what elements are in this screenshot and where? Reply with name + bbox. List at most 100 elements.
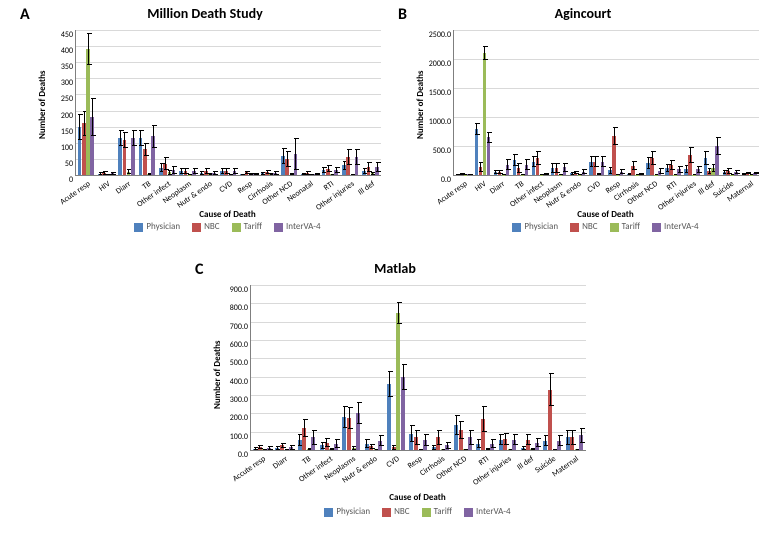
errorbar — [679, 166, 680, 173]
errorbar — [581, 428, 582, 443]
errorbar — [545, 435, 546, 446]
errorbar — [124, 132, 125, 148]
errorbar — [728, 168, 729, 174]
y-tick: 200 — [61, 111, 73, 121]
errorbar — [660, 168, 661, 174]
y-tick: 0.0 — [441, 175, 451, 185]
errorbar — [559, 435, 560, 446]
errorbar — [572, 430, 573, 445]
y-tick: 0.0 — [238, 450, 248, 460]
errorbar — [537, 438, 538, 447]
errorbar — [610, 167, 611, 174]
errorbar — [230, 174, 231, 175]
errorbar — [648, 157, 649, 169]
errorbar — [287, 151, 288, 167]
errorbar — [344, 161, 345, 171]
errorbar — [255, 173, 256, 175]
errorbar — [470, 430, 471, 445]
errorbar — [640, 173, 641, 175]
y-tick: 2500.0 — [429, 30, 451, 40]
y-tick: 350 — [61, 62, 73, 72]
errorbar — [364, 168, 365, 174]
bar-tariff — [396, 313, 400, 451]
category-label: Diarr — [114, 179, 133, 196]
errorbar — [514, 154, 515, 166]
errorbar — [492, 439, 493, 448]
errorbar — [747, 172, 748, 174]
category-label: CVD — [385, 454, 402, 470]
errorbar — [79, 114, 80, 140]
legend-swatch — [610, 223, 619, 232]
errorbar — [356, 149, 357, 165]
legend-item: Physician — [512, 221, 558, 232]
errorbar — [550, 373, 551, 406]
errorbar — [755, 172, 756, 174]
errorbar — [488, 132, 489, 144]
errorbar — [206, 168, 207, 174]
errorbar — [336, 439, 337, 448]
errorbar — [140, 130, 141, 146]
errorbar — [694, 174, 695, 175]
errorbar — [250, 173, 251, 174]
errorbar — [523, 446, 524, 450]
y-tick: 500.0 — [230, 358, 248, 368]
errorbar — [403, 364, 404, 390]
x-axis-label: Cause of Death — [453, 209, 758, 220]
errorbar — [621, 169, 622, 174]
errorbar — [316, 173, 317, 175]
errorbar — [514, 434, 515, 445]
errorbar — [246, 171, 247, 175]
errorbar — [112, 172, 113, 175]
errorbar — [554, 449, 555, 450]
errorbar — [438, 430, 439, 445]
errorbar — [420, 449, 421, 450]
legend-swatch — [192, 223, 201, 232]
legend-swatch — [274, 223, 283, 232]
errorbar — [201, 171, 202, 175]
legend-swatch — [232, 223, 241, 232]
errorbar — [480, 162, 481, 171]
errorbar — [556, 163, 557, 172]
errorbar — [389, 371, 390, 397]
legend-swatch — [652, 223, 661, 232]
chart-title: Matlab — [195, 260, 595, 277]
errorbar — [393, 445, 394, 451]
errorbar — [255, 447, 256, 450]
errorbar — [656, 174, 657, 175]
errorbar — [153, 125, 154, 148]
errorbar — [332, 174, 333, 175]
plot-area: Accute respDiarrTBOther infectNeoplasmsN… — [250, 285, 586, 451]
errorbar — [675, 174, 676, 175]
category-label: Acute resp — [58, 179, 92, 207]
category-label: Other injuries — [314, 179, 356, 213]
errorbar — [686, 165, 687, 173]
y-tick: 100.0 — [230, 432, 248, 442]
y-tick: 150 — [61, 127, 73, 137]
category-label: CVD — [217, 179, 234, 195]
errorbar — [299, 434, 300, 447]
chart-title: Million Death Study — [20, 5, 390, 22]
errorbar — [598, 173, 599, 175]
legend-item: NBC — [570, 221, 598, 232]
errorbar — [743, 173, 744, 175]
y-tick: 500.0 — [433, 146, 451, 156]
legend-item: Tariff — [232, 221, 262, 232]
category-label: Diarr — [488, 179, 507, 196]
errorbar — [349, 407, 350, 429]
errorbar — [487, 448, 488, 450]
errorbar — [465, 449, 466, 450]
legend-swatch — [422, 508, 431, 517]
errorbar — [425, 434, 426, 447]
errorbar — [532, 448, 533, 450]
errorbar — [275, 171, 276, 174]
legend-item: InterVA-4 — [652, 221, 699, 232]
errorbar — [526, 159, 527, 169]
errorbar — [283, 148, 284, 164]
errorbar — [242, 174, 243, 175]
legend: PhysicianNBCTariffInterVA-4 — [453, 221, 758, 232]
errorbar — [372, 172, 373, 175]
errorbar — [583, 169, 584, 174]
errorbar — [503, 174, 504, 175]
errorbar — [560, 174, 561, 175]
errorbar — [545, 173, 546, 175]
